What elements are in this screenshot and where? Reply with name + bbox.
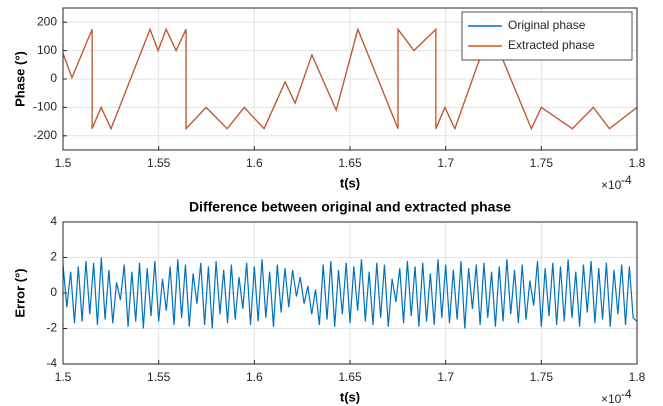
y-tick-label: 100 (37, 43, 57, 57)
x-tick-label: 1.75 (530, 156, 554, 170)
y-tick-label: -2 (46, 321, 57, 335)
x-tick-label: 1.7 (437, 156, 454, 170)
y-tick-label: -200 (33, 128, 57, 142)
subplot: -4 -2 0 2 4 1.5 1.55 1.6 1.65 1.7 1.75 1.8 t(s) Error… (12, 199, 645, 406)
x-axis-label: t(s) (340, 175, 360, 190)
legend: Original phase Extracted phase (461, 11, 633, 61)
y-tick-label: 2 (50, 250, 57, 264)
y-tick-label: 0 (50, 285, 57, 299)
x-axis-label: t(s) (340, 389, 360, 404)
x-tick-label: 1.8 (629, 156, 646, 170)
x-tick-label: 1.5 (55, 156, 72, 170)
x-tick-label: 1.7 (437, 370, 454, 384)
x-multiplier: ×10 (601, 178, 622, 192)
x-exponent: -4 (621, 387, 632, 401)
y-tick-label: 200 (37, 14, 57, 28)
x-exponent: -4 (621, 173, 632, 187)
x-tick-label: 1.6 (246, 156, 263, 170)
x-tick-label: 1.6 (246, 370, 263, 384)
x-tick-label: 1.55 (147, 156, 171, 170)
y-axis-label: Error (°) (12, 268, 27, 317)
legend-box (461, 11, 633, 61)
subplot: -200 -100 0 100 200 1.5 1.55 1.6 1.65 1.7 1.75 1.8 t… (12, 7, 646, 192)
y-tick-label: 0 (50, 71, 57, 85)
series-line (62, 27, 638, 131)
axes-frame (62, 7, 638, 151)
legend-label: Original phase (508, 18, 586, 32)
y-tick-label: 4 (50, 214, 57, 228)
x-tick-label: 1.5 (55, 370, 72, 384)
x-tick-label: 1.75 (530, 370, 554, 384)
chart-title: Difference between original and extracte… (189, 199, 511, 215)
axes-frame (62, 221, 638, 365)
x-tick-label: 1.65 (338, 370, 362, 384)
legend-label: Extracted phase (508, 38, 595, 52)
series-line (62, 257, 638, 329)
x-tick-label: 1.8 (629, 370, 646, 384)
x-tick-label: 1.65 (338, 156, 362, 170)
y-tick-label: -4 (46, 356, 57, 370)
y-axis-label: Phase (°) (12, 51, 27, 107)
y-tick-label: -100 (33, 100, 57, 114)
x-tick-label: 1.55 (147, 370, 171, 384)
x-multiplier: ×10 (601, 392, 622, 406)
